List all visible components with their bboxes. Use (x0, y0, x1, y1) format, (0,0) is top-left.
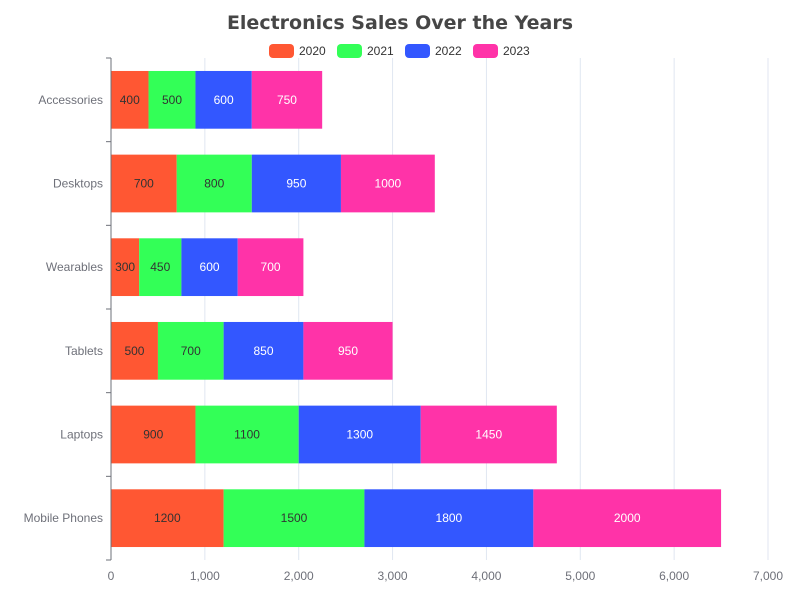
data-label: 500 (124, 344, 144, 358)
bar-accessories-2023 (251, 70, 323, 129)
bar-wearables-2022 (181, 238, 238, 297)
x-tick-label: 3,000 (378, 569, 408, 583)
data-label: 1500 (281, 511, 308, 525)
bar-mobile-phones-2022 (364, 489, 534, 548)
legend-label: 2022 (435, 44, 462, 58)
legend-swatch (405, 44, 430, 58)
data-label: 500 (162, 93, 182, 107)
y-tick-label: Tablets (65, 344, 103, 358)
data-label: 800 (204, 177, 224, 191)
x-tick-label: 7,000 (753, 569, 783, 583)
legend-swatch (337, 44, 362, 58)
bar-laptops-2022 (298, 405, 421, 464)
data-label: 950 (286, 177, 306, 191)
y-tick-label: Laptops (60, 428, 103, 442)
bar-accessories-2022 (195, 70, 252, 129)
legend-swatch (269, 44, 294, 58)
legend-item-2023[interactable]: 2023 (473, 44, 530, 58)
data-label: 1300 (346, 428, 373, 442)
data-label: 850 (254, 344, 274, 358)
chart-title: Electronics Sales Over the Years (227, 12, 573, 34)
bar-mobile-phones-2020 (111, 489, 224, 548)
data-label: 700 (134, 177, 154, 191)
legend: 2020 2021 2022 2023 (269, 44, 530, 58)
y-tick-label: Mobile Phones (24, 511, 103, 525)
legend-item-2022[interactable]: 2022 (405, 44, 462, 58)
data-label: 700 (181, 344, 201, 358)
bars (111, 70, 722, 548)
data-label: 400 (120, 93, 140, 107)
bar-laptops-2020 (111, 405, 196, 464)
legend-item-2020[interactable]: 2020 (269, 44, 326, 58)
data-label: 750 (277, 93, 297, 107)
data-label: 600 (200, 260, 220, 274)
data-label: 450 (150, 260, 170, 274)
bar-desktops-2021 (176, 154, 252, 213)
x-tick-label: 2,000 (284, 569, 314, 583)
y-tick-label: Desktops (53, 177, 103, 191)
x-tick-label: 1,000 (190, 569, 220, 583)
bar-tablets-2022 (223, 321, 304, 380)
bar-tablets-2020 (111, 321, 158, 380)
bar-desktops-2022 (251, 154, 341, 213)
legend-label: 2021 (367, 44, 394, 58)
bar-accessories-2021 (148, 70, 196, 129)
data-label: 1000 (375, 177, 402, 191)
legend-label: 2023 (503, 44, 530, 58)
x-tick-label: 6,000 (659, 569, 689, 583)
data-label: 1450 (475, 428, 502, 442)
data-label: 2000 (614, 511, 641, 525)
data-label: 700 (261, 260, 281, 274)
bar-tablets-2021 (157, 321, 224, 380)
data-label: 1100 (234, 428, 260, 442)
data-label: 300 (115, 260, 135, 274)
bar-wearables-2020 (111, 238, 140, 297)
bar-mobile-phones-2023 (533, 489, 722, 548)
bar-desktops-2023 (340, 154, 435, 213)
legend-item-2021[interactable]: 2021 (337, 44, 394, 58)
bar-tablets-2023 (303, 321, 393, 380)
bar-desktops-2020 (111, 154, 177, 213)
data-label: 950 (338, 344, 358, 358)
bar-accessories-2020 (111, 70, 149, 129)
bar-wearables-2021 (139, 238, 182, 297)
bar-wearables-2023 (237, 238, 304, 297)
x-tick-label: 0 (108, 569, 115, 583)
data-label: 600 (214, 93, 234, 107)
legend-label: 2020 (299, 44, 326, 58)
x-tick-label: 4,000 (471, 569, 501, 583)
bar-mobile-phones-2021 (223, 489, 365, 548)
y-tick-label: Accessories (38, 93, 103, 107)
data-labels: 1200 1500 1800 2000 900 1100 1300 1450 500 700 850… (115, 93, 641, 525)
data-label: 1200 (154, 511, 181, 525)
bar-laptops-2021 (195, 405, 299, 464)
grid-lines (204, 58, 769, 560)
axes: 0 1,000 2,000 3,000 4,000 5,000 6,000 7,000 Mobi… (24, 57, 783, 583)
y-tick-label: Wearables (46, 260, 103, 274)
x-tick-label: 5,000 (565, 569, 595, 583)
data-label: 1800 (436, 511, 463, 525)
legend-swatch (473, 44, 498, 58)
bar-laptops-2023 (420, 405, 557, 464)
data-label: 900 (143, 428, 163, 442)
